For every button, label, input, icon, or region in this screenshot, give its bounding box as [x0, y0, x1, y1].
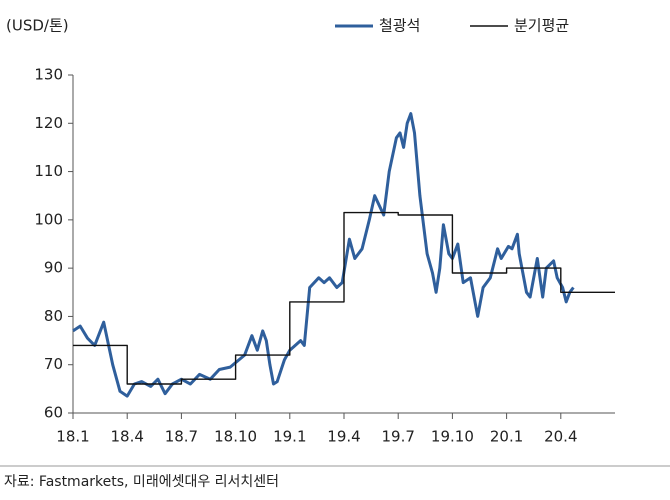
series-line: [72, 112, 575, 398]
y-tick-label: 80: [44, 307, 63, 325]
source-note: 자료: Fastmarkets, 미래에셋대우 리서치센터: [4, 474, 279, 490]
x-tick-label: 20.4: [544, 428, 577, 446]
legend-label: 철광석: [379, 17, 420, 35]
y-tick-label: 60: [44, 404, 63, 422]
y-tick-label: 120: [34, 114, 63, 132]
x-tick-label: 19.1: [273, 428, 306, 446]
x-tick-label: 19.10: [431, 428, 474, 446]
legend-label: 분기평균: [514, 17, 569, 35]
y-tick-label: 70: [44, 355, 63, 373]
x-tick-label: 18.1: [56, 428, 89, 446]
x-tick-label: 18.10: [214, 428, 257, 446]
x-tick-label: 18.4: [110, 428, 143, 446]
y-tick-label: 90: [44, 259, 63, 277]
x-tick-label: 19.7: [381, 428, 414, 446]
x-tick-label: 20.1: [490, 428, 523, 446]
series-line: [73, 211, 615, 385]
x-tick-label: 19.4: [327, 428, 360, 446]
y-tick-label: 110: [34, 162, 63, 180]
y-tick-label: 100: [34, 210, 63, 228]
y-unit-label: (USD/톤): [6, 17, 69, 35]
x-tick-label: 18.7: [165, 428, 198, 446]
y-tick-label: 130: [34, 66, 63, 84]
